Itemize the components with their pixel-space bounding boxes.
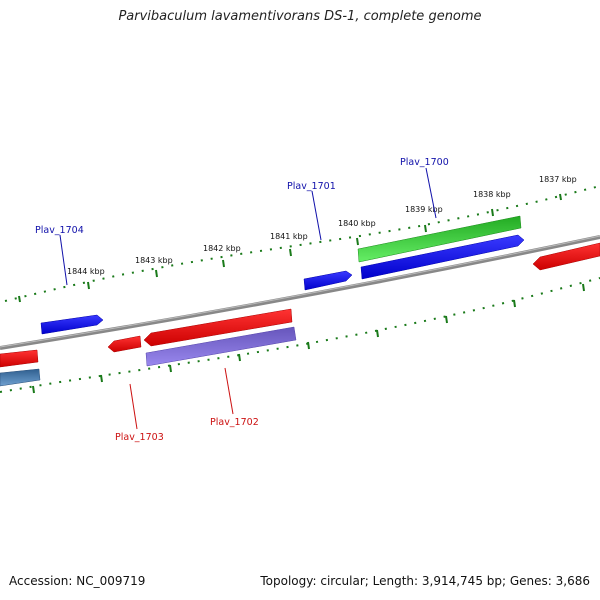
gene-arrow-right-edge[interactable]	[532, 242, 600, 271]
gene-label-plav-1700[interactable]: Plav_1700	[400, 157, 449, 168]
gene-label-plav-1704[interactable]: Plav_1704	[35, 225, 84, 236]
kbp-label: 1841 kbp	[270, 232, 308, 241]
kbp-label: 1844 kbp	[67, 267, 105, 276]
kbp-label: 1840 kbp	[338, 219, 376, 228]
gene-labels: Plav_1700 Plav_1701 Plav_1704 Plav_1703 …	[35, 157, 449, 443]
gene-arrow-plav-1702[interactable]	[143, 308, 293, 347]
gene-label-plav-1702[interactable]: Plav_1702	[210, 417, 259, 428]
gene-arrow-plav-1703[interactable]	[107, 335, 142, 353]
map-title: Parvibaculum lavamentivorans DS-1, compl…	[118, 9, 482, 24]
feature-steel-bar[interactable]	[0, 368, 41, 387]
gene-arrow-plav-1704[interactable]	[40, 314, 104, 335]
leader-lines	[59, 167, 437, 430]
kbp-label: 1839 kbp	[405, 205, 443, 214]
kbp-label: 1842 kbp	[203, 244, 241, 253]
feature-purple-bar[interactable]	[145, 326, 297, 367]
genome-backbone	[0, 235, 600, 350]
gene-label-plav-1701[interactable]: Plav_1701	[287, 181, 336, 192]
kbp-labels: 1837 kbp 1838 kbp 1839 kbp 1840 kbp 1841…	[67, 175, 577, 276]
inner-tick-ring	[0, 277, 600, 393]
gene-arrow-plav-1700[interactable]	[360, 234, 525, 280]
gene-arrow-plav-1701[interactable]	[303, 270, 353, 291]
outer-tick-ring	[4, 185, 600, 302]
outer-major-ticks	[18, 193, 562, 303]
gene-label-plav-1703[interactable]: Plav_1703	[115, 432, 164, 443]
accession-text: Accession: NC_009719	[9, 574, 146, 588]
kbp-label: 1843 kbp	[135, 256, 173, 265]
gene-arrow-left-edge[interactable]	[0, 349, 39, 368]
kbp-label: 1838 kbp	[473, 190, 511, 199]
inner-major-ticks	[32, 283, 585, 394]
genome-summary-text: Topology: circular; Length: 3,914,745 bp…	[260, 574, 590, 588]
feature-green-bar[interactable]	[357, 215, 522, 263]
kbp-label: 1837 kbp	[539, 175, 577, 184]
